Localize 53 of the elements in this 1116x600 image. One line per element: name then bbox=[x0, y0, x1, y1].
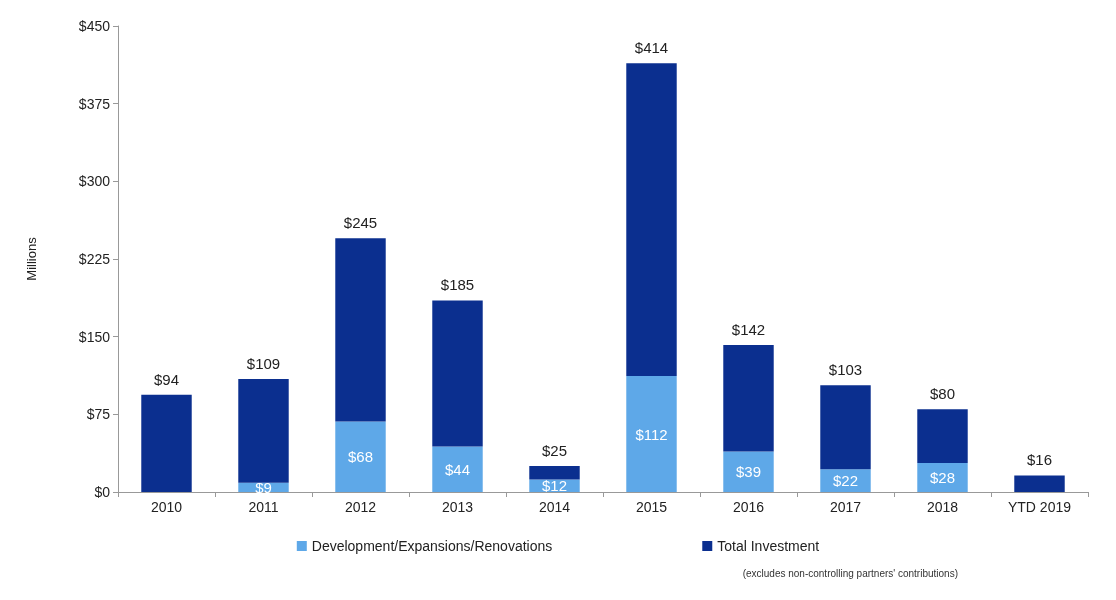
x-tick-label: 2010 bbox=[150, 499, 183, 515]
x-tick-label: 2018 bbox=[926, 499, 959, 515]
x-tick-label: YTD 2019 bbox=[1007, 499, 1072, 515]
data-label: $39 bbox=[735, 463, 762, 481]
y-tick-label: $450 bbox=[78, 18, 111, 34]
total-label: $103 bbox=[828, 361, 863, 379]
total-label: $16 bbox=[1026, 451, 1053, 469]
y-tick-label: $0 bbox=[94, 484, 111, 500]
total-label: $245 bbox=[343, 214, 378, 232]
data-label: $68 bbox=[347, 448, 374, 466]
bar bbox=[723, 451, 774, 492]
bar bbox=[141, 394, 192, 492]
bar bbox=[626, 63, 677, 377]
y-tick-label: $75 bbox=[86, 406, 111, 423]
text: (excludes non-controlling partners' contributions) bbox=[742, 567, 959, 579]
x-tick-label: 2017 bbox=[829, 499, 862, 515]
bar bbox=[1014, 475, 1065, 492]
legend-label: Total Investment bbox=[717, 538, 820, 554]
bar bbox=[529, 466, 580, 480]
total-label: $25 bbox=[541, 442, 568, 460]
x-tick-label: 2012 bbox=[344, 499, 377, 515]
y-axis-title: Millions bbox=[24, 236, 39, 281]
total-label: $80 bbox=[929, 385, 956, 403]
legend-label: Development/Expansions/Renovations bbox=[311, 538, 553, 554]
bar bbox=[723, 344, 774, 452]
x-tick-label: 2016 bbox=[732, 499, 765, 515]
y-tick-label: $150 bbox=[78, 328, 111, 345]
y-tick-label: $300 bbox=[78, 173, 111, 190]
bar bbox=[432, 446, 483, 492]
total-label: $185 bbox=[440, 276, 475, 294]
data-label: $112 bbox=[635, 425, 668, 443]
y-tick-label: $375 bbox=[78, 95, 111, 112]
total-label: $94 bbox=[153, 370, 180, 388]
bar bbox=[432, 300, 483, 447]
bar bbox=[335, 421, 386, 492]
x-tick-label: 2014 bbox=[538, 499, 571, 515]
data-label: $9 bbox=[255, 478, 272, 496]
bar bbox=[820, 385, 871, 470]
data-label: $28 bbox=[929, 469, 956, 486]
bar bbox=[917, 409, 968, 463]
x-tick-label: 2013 bbox=[441, 499, 474, 515]
total-label: $142 bbox=[731, 320, 766, 338]
total-label: $414 bbox=[634, 39, 669, 57]
bar bbox=[626, 376, 677, 492]
x-tick-label: 2011 bbox=[248, 499, 279, 515]
data-label: $22 bbox=[832, 472, 859, 490]
y-tick-label: $225 bbox=[78, 251, 111, 267]
total-label: $109 bbox=[246, 355, 281, 373]
data-label: $12 bbox=[541, 477, 568, 495]
bar bbox=[335, 238, 386, 422]
bar bbox=[238, 379, 289, 483]
x-tick-label: 2015 bbox=[635, 499, 668, 515]
data-label: $44 bbox=[444, 460, 471, 478]
